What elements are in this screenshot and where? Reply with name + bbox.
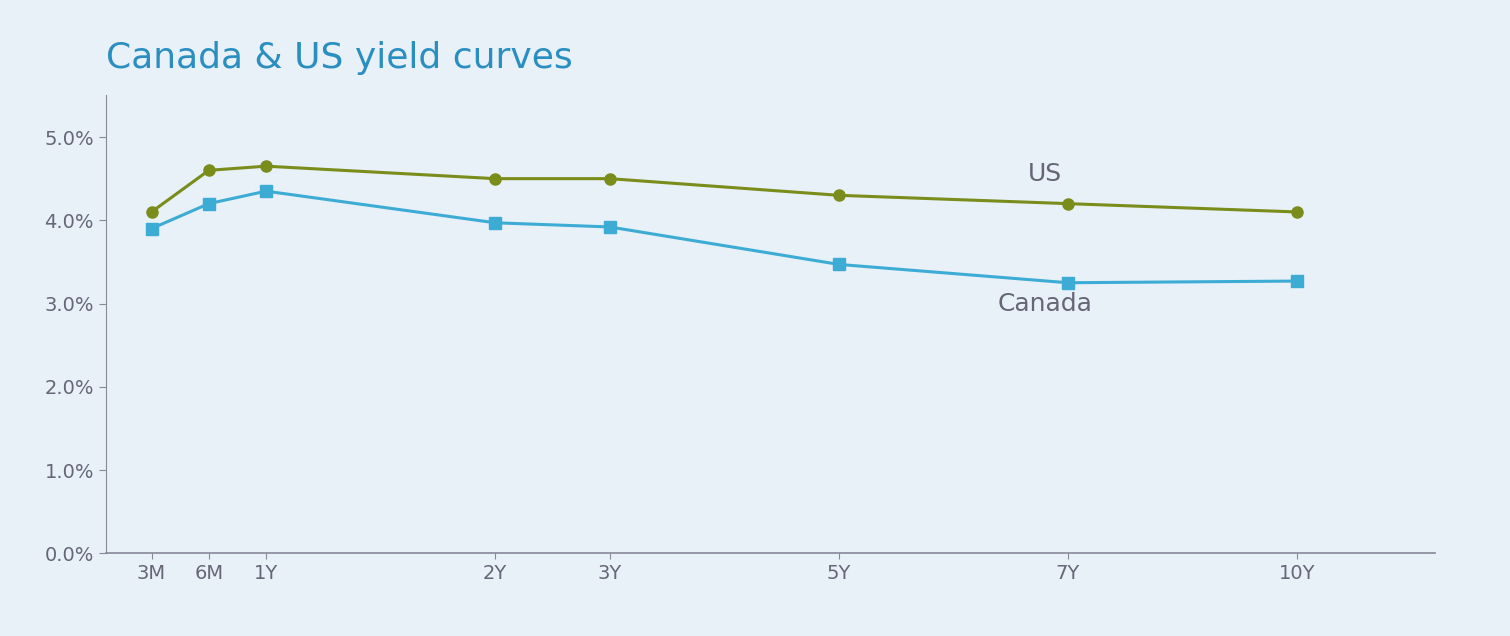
- Text: Canada: Canada: [998, 291, 1092, 315]
- Text: Canada & US yield curves: Canada & US yield curves: [106, 41, 572, 74]
- Text: US: US: [1028, 162, 1062, 186]
